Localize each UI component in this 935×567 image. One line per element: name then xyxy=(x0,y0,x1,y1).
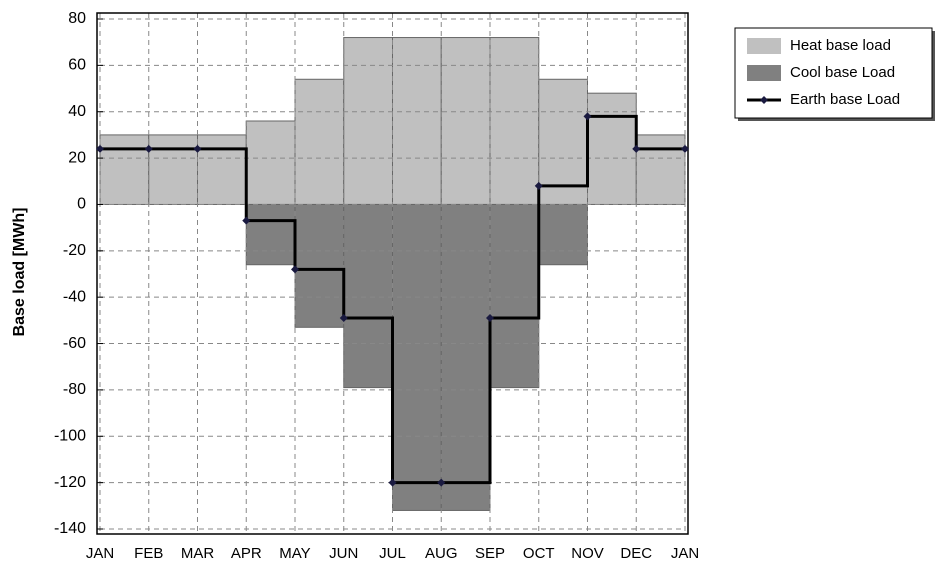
y-tick-label: -140 xyxy=(54,520,86,537)
y-tick-label: -100 xyxy=(54,427,86,444)
bar xyxy=(99,134,150,205)
bar xyxy=(343,203,393,389)
y-tick-label: 40 xyxy=(68,103,86,120)
marker xyxy=(486,314,494,323)
marker xyxy=(96,144,104,153)
x-tick-label: FEB xyxy=(134,545,163,562)
x-tick-label: JAN xyxy=(86,545,114,562)
x-tick-label: JAN xyxy=(671,545,699,562)
bar xyxy=(538,203,588,266)
bar xyxy=(489,203,540,389)
marker xyxy=(388,478,397,487)
x-tick-label: AUG xyxy=(425,545,458,562)
legend-label: Earth base Load xyxy=(790,91,900,108)
x-tick-label: MAY xyxy=(279,545,310,562)
y-tick-label: -120 xyxy=(54,474,86,491)
x-tick-label: JUL xyxy=(379,545,406,562)
bar xyxy=(343,37,393,205)
y-tick-label: 0 xyxy=(77,196,86,213)
y-tick-label: 80 xyxy=(68,10,86,27)
y-tick-label: -40 xyxy=(63,288,86,305)
x-tick-label: MAR xyxy=(181,545,215,562)
marker xyxy=(291,265,299,274)
bar xyxy=(587,92,637,205)
legend-swatch xyxy=(747,65,781,81)
bar xyxy=(538,78,588,205)
bar xyxy=(245,203,296,266)
bar xyxy=(294,78,345,205)
marker xyxy=(193,144,202,153)
bar xyxy=(245,120,296,205)
bar xyxy=(148,134,198,205)
x-tick-label: OCT xyxy=(523,545,555,562)
marker xyxy=(339,314,348,323)
marker xyxy=(242,216,251,225)
marker xyxy=(534,181,543,190)
y-tick-label: -80 xyxy=(63,381,86,398)
x-tick-label: SEP xyxy=(475,545,505,562)
y-tick-label: 20 xyxy=(68,149,86,166)
marker xyxy=(144,144,153,153)
legend-marker xyxy=(760,96,768,104)
x-tick-label: NOV xyxy=(571,545,604,562)
bar xyxy=(440,203,491,511)
bar xyxy=(440,37,491,205)
marker xyxy=(437,478,446,487)
marker xyxy=(632,144,641,153)
x-tick-label: DEC xyxy=(620,545,652,562)
marker xyxy=(583,112,592,121)
bar xyxy=(392,37,442,205)
x-tick-label: APR xyxy=(231,545,262,562)
y-axis-title: Base load [MWh] xyxy=(11,208,28,337)
legend-swatch xyxy=(747,38,781,54)
x-tick-label: JUN xyxy=(329,545,358,562)
y-tick-label: 60 xyxy=(68,57,86,74)
legend-label: Heat base load xyxy=(790,37,891,54)
y-tick-label: -60 xyxy=(63,335,86,352)
marker xyxy=(681,144,689,153)
y-tick-label: -20 xyxy=(63,242,86,259)
plot-frame xyxy=(96,12,689,535)
bar xyxy=(635,134,686,205)
bar xyxy=(294,203,345,328)
bar xyxy=(489,37,540,205)
bar xyxy=(197,134,247,205)
legend-label: Cool base Load xyxy=(790,64,895,81)
